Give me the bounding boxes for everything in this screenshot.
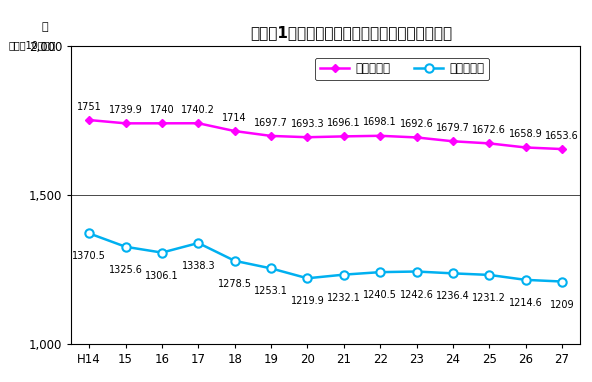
外来患者数 [449, 271, 456, 276]
Text: 人: 人 [41, 23, 48, 32]
在院患者数 [122, 121, 129, 126]
Line: 外来患者数: 外来患者数 [85, 229, 566, 286]
外来患者数 [159, 250, 166, 255]
Text: 1370.5: 1370.5 [72, 251, 106, 261]
Text: 1240.5: 1240.5 [363, 290, 397, 300]
Text: 1692.6: 1692.6 [400, 119, 433, 129]
Text: 1325.6: 1325.6 [109, 265, 143, 275]
Text: 1672.6: 1672.6 [472, 125, 506, 135]
外来患者数 [304, 276, 311, 280]
在院患者数 [377, 133, 384, 138]
在院患者数 [304, 135, 311, 139]
在院患者数 [522, 145, 529, 150]
外来患者数 [413, 269, 420, 274]
Text: 1739.9: 1739.9 [109, 105, 143, 115]
Text: 1214.6: 1214.6 [509, 298, 542, 308]
外来患者数 [377, 270, 384, 274]
Text: 1219.9: 1219.9 [291, 296, 324, 306]
Title: 病院の1日平均在院患者・外来患者数の年次推移: 病院の1日平均在院患者・外来患者数の年次推移 [250, 26, 452, 40]
Text: 1740.2: 1740.2 [181, 105, 215, 115]
Text: 1253.1: 1253.1 [254, 286, 288, 296]
Text: 1693.3: 1693.3 [291, 119, 324, 129]
在院患者数 [231, 129, 238, 133]
在院患者数 [195, 121, 202, 126]
在院患者数 [449, 139, 456, 144]
在院患者数 [558, 147, 565, 151]
外来患者数 [86, 231, 93, 236]
在院患者数 [268, 134, 275, 138]
Text: 1679.7: 1679.7 [436, 123, 470, 133]
外来患者数 [485, 273, 493, 277]
Text: 1658.9: 1658.9 [509, 129, 542, 139]
外来患者数 [340, 272, 348, 277]
Text: 1306.1: 1306.1 [145, 271, 179, 281]
Text: 1231.2: 1231.2 [472, 293, 506, 303]
在院患者数 [159, 121, 166, 126]
Text: 1653.6: 1653.6 [545, 131, 579, 141]
Text: 1714: 1714 [223, 113, 247, 123]
Text: （人口10万対）: （人口10万対） [9, 40, 56, 50]
Text: 1232.1: 1232.1 [327, 293, 361, 303]
在院患者数 [86, 118, 93, 122]
Text: 1740: 1740 [150, 105, 174, 115]
Text: 1696.1: 1696.1 [327, 118, 361, 128]
Legend: 在院患者数, 外来患者数: 在院患者数, 外来患者数 [315, 58, 489, 80]
在院患者数 [413, 135, 420, 140]
外来患者数 [195, 241, 202, 245]
外来患者数 [268, 266, 275, 271]
外来患者数 [522, 278, 529, 282]
外来患者数 [231, 259, 238, 263]
在院患者数 [340, 134, 348, 139]
Text: 1242.6: 1242.6 [400, 290, 433, 299]
Text: 1278.5: 1278.5 [218, 279, 252, 289]
Text: 1209: 1209 [549, 299, 574, 309]
Line: 在院患者数: 在院患者数 [86, 117, 565, 152]
外来患者数 [558, 279, 565, 284]
Text: 1697.7: 1697.7 [254, 118, 288, 128]
Text: 1338.3: 1338.3 [182, 261, 215, 271]
外来患者数 [122, 244, 129, 249]
Text: 1236.4: 1236.4 [436, 291, 470, 301]
Text: 1698.1: 1698.1 [363, 117, 397, 128]
在院患者数 [485, 141, 493, 146]
Text: 1751: 1751 [77, 102, 102, 112]
